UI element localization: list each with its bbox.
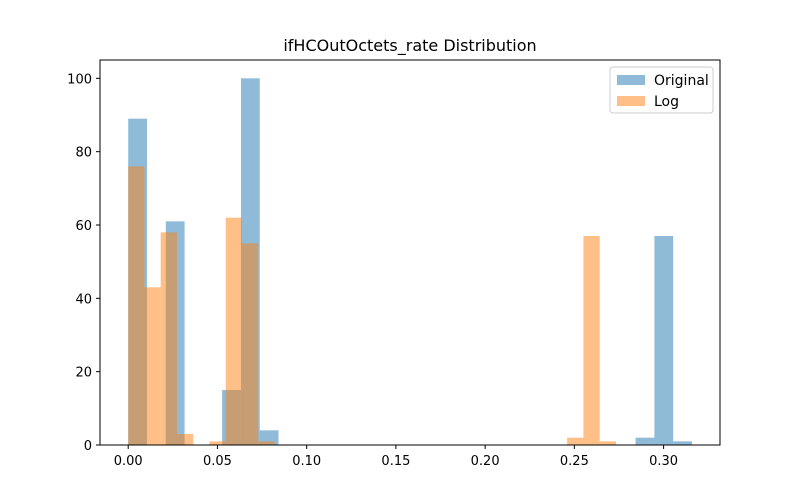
- x-tick-label: 0.25: [560, 454, 589, 469]
- x-tick-label: 0.30: [649, 454, 678, 469]
- histogram-bar: [567, 437, 584, 445]
- histogram-bar: [209, 441, 226, 445]
- histogram-bar: [583, 236, 600, 445]
- x-tick-label: 0.15: [381, 454, 410, 469]
- y-tick-label: 0: [84, 439, 92, 454]
- histogram-bar: [225, 217, 243, 445]
- legend-swatch-original: [617, 75, 645, 85]
- legend-label-original: Original: [654, 73, 709, 89]
- histogram-bar: [635, 437, 655, 445]
- x-tick-label: 0.20: [471, 454, 500, 469]
- series-log-bars: [128, 166, 616, 446]
- histogram-bar: [128, 166, 145, 446]
- bars-layer: [128, 78, 692, 446]
- axes-layer: 0.00 0.05 0.10 0.15 0.20 0.25 0.30 0 20 40 60 80 100: [67, 59, 721, 469]
- chart-title: ifHCOutOctets_rate Distribution: [283, 36, 536, 56]
- histogram-bar: [599, 441, 616, 445]
- series-original-bars: [128, 78, 692, 446]
- y-tick-label: 80: [75, 146, 92, 161]
- histogram-bar: [673, 441, 692, 445]
- histogram-bar: [258, 441, 275, 445]
- y-tick-label: 20: [75, 366, 92, 381]
- legend: Original Log: [609, 66, 714, 114]
- x-tick-label: 0.05: [203, 454, 232, 469]
- x-tick-label: 0.00: [114, 454, 143, 469]
- histogram-bar: [160, 232, 177, 445]
- histogram-bar: [176, 434, 194, 445]
- y-tick-label: 40: [75, 292, 92, 307]
- histogram-bar: [144, 287, 161, 445]
- y-tick-label: 100: [67, 72, 92, 87]
- histogram-bar: [242, 243, 259, 445]
- y-tick-label: 60: [75, 219, 92, 234]
- histogram-bar: [654, 236, 674, 445]
- x-tick-label: 0.10: [292, 454, 321, 469]
- legend-swatch-log: [617, 96, 645, 106]
- plot-frame: [99, 59, 721, 446]
- legend-label-log: Log: [654, 94, 679, 110]
